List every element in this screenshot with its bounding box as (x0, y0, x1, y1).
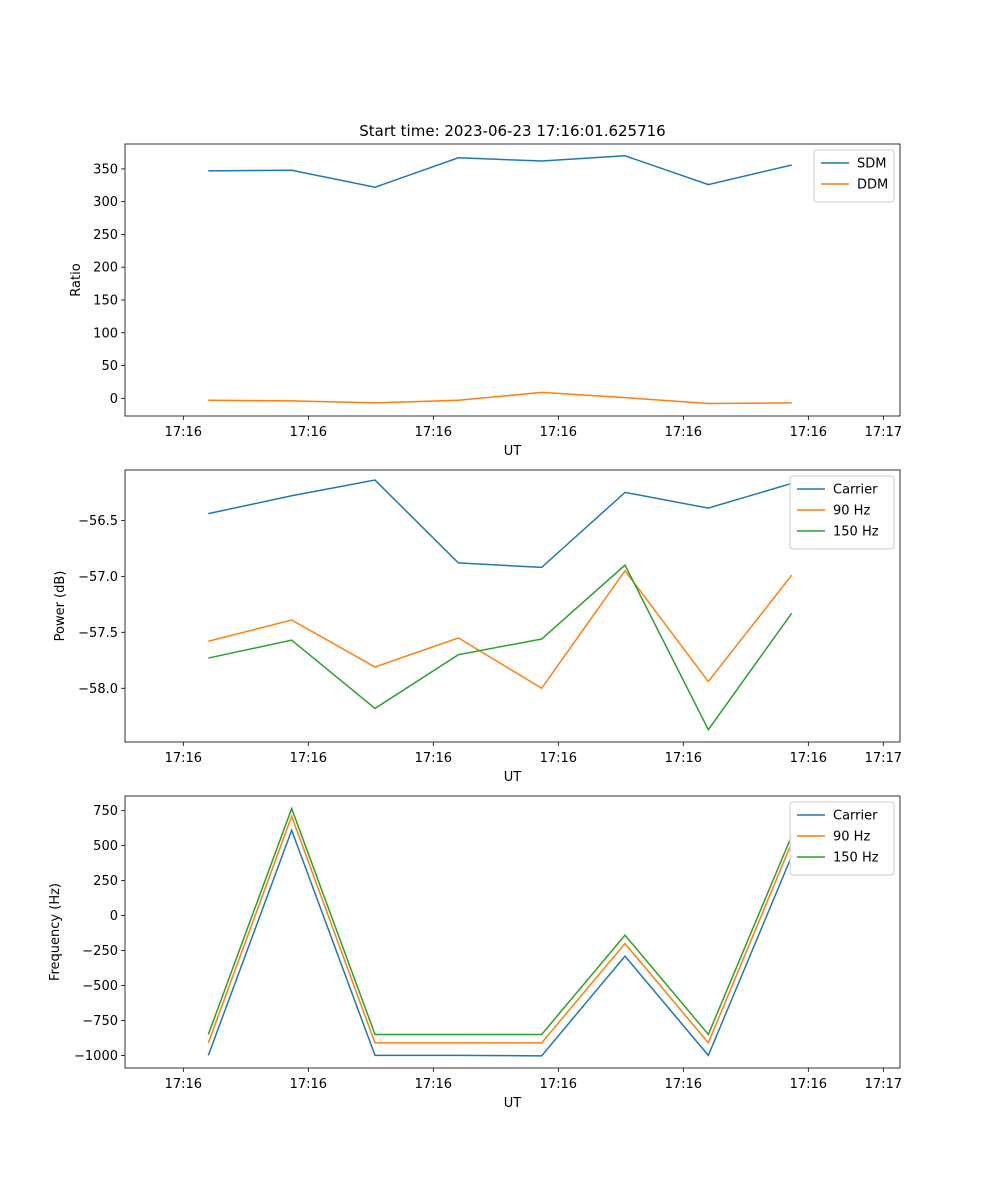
legend-entry: DDM (857, 178, 888, 193)
x-tick-label: 17:16 (415, 1077, 452, 1092)
series-line-carrier (207, 828, 793, 1057)
y-tick-label: 200 (93, 261, 118, 276)
x-tick-label: 17:16 (290, 425, 327, 440)
legend-entry: Carrier (833, 483, 878, 498)
y-axis-label: Ratio (69, 263, 84, 296)
y-tick-label: 150 (93, 293, 118, 308)
y-tick-label: 500 (93, 839, 118, 854)
x-axis-label: UT (504, 770, 522, 785)
y-tick-label: 350 (93, 162, 118, 177)
y-tick-label: −57.5 (78, 626, 118, 641)
x-tick-label: 17:17 (865, 751, 902, 766)
x-tick-label: 17:16 (165, 425, 202, 440)
axes-frame (124, 469, 901, 743)
x-axis-label: UT (504, 444, 522, 459)
y-tick-label: 0 (110, 909, 118, 924)
x-tick-label: 17:16 (415, 425, 452, 440)
legend: Carrier 90 Hz 150 Hz (789, 801, 895, 876)
subplot-2: 17:16 17:16 17:16 17:16 17:16 17:16 17:17 −58.0… (53, 469, 902, 785)
x-axis-label: UT (504, 1096, 522, 1111)
series-line-150-hz (208, 563, 793, 732)
x-tick-label: 17:16 (540, 425, 577, 440)
y-tick-label: 750 (93, 804, 118, 819)
y-tick-label: 250 (93, 228, 118, 243)
x-tick-label: 17:16 (790, 1077, 827, 1092)
subplot-1: Start time: 2023-06-23 17:16:01.625716 17… (69, 122, 902, 459)
x-tick-label: 17:16 (665, 425, 702, 440)
legend-entry: 90 Hz (833, 830, 870, 845)
y-tick-label: 300 (93, 195, 118, 210)
y-tick-label: −56.5 (78, 514, 118, 529)
y-tick-label: 250 (93, 874, 118, 889)
y-tick-label: 100 (93, 326, 118, 341)
legend-entry: SDM (857, 157, 886, 172)
x-tick-label: 17:16 (665, 1077, 702, 1092)
x-tick-label: 17:16 (165, 751, 202, 766)
legend-entry: 90 Hz (833, 504, 870, 519)
x-tick-label: 17:16 (165, 1077, 202, 1092)
axes-frame (124, 795, 901, 1069)
y-tick-label: −500 (82, 979, 118, 994)
series-line-sdm (208, 155, 792, 189)
y-tick-label: −58.0 (78, 682, 118, 697)
x-tick-label: 17:16 (790, 751, 827, 766)
x-tick-label: 17:16 (540, 1077, 577, 1092)
x-tick-label: 17:16 (665, 751, 702, 766)
y-tick-label: −57.0 (78, 570, 118, 585)
y-tick-label: −750 (82, 1014, 118, 1029)
series-line-90-hz (207, 814, 793, 1045)
x-tick-label: 17:17 (865, 1077, 902, 1092)
subplot-3: 17:16 17:16 17:16 17:16 17:16 17:16 17:17 −1000… (48, 795, 902, 1111)
x-tick-label: 17:17 (865, 425, 902, 440)
x-tick-label: 17:16 (290, 1077, 327, 1092)
y-axis-label: Power (dB) (53, 571, 68, 642)
series-line-90-hz (208, 569, 793, 690)
chart-title: Start time: 2023-06-23 17:16:01.625716 (359, 122, 665, 140)
y-tick-label: 50 (101, 359, 118, 374)
y-axis-label: Frequency (Hz) (48, 883, 63, 981)
x-tick-label: 17:16 (790, 425, 827, 440)
axes-frame (124, 143, 901, 417)
series-line-ddm (208, 391, 792, 405)
legend-entry: 150 Hz (833, 851, 879, 866)
legend: SDM DDM (813, 149, 895, 203)
series-line-150-hz (207, 806, 793, 1036)
x-tick-label: 17:16 (290, 751, 327, 766)
x-tick-label: 17:16 (415, 751, 452, 766)
x-tick-label: 17:16 (540, 751, 577, 766)
legend-entry: 150 Hz (833, 525, 879, 540)
y-tick-label: −1000 (74, 1049, 118, 1064)
legend-entry: Carrier (833, 809, 878, 824)
legend: Carrier 90 Hz 150 Hz (789, 475, 895, 550)
y-tick-label: 0 (110, 392, 118, 407)
series-line-carrier (208, 479, 792, 569)
y-tick-label: −250 (82, 944, 118, 959)
